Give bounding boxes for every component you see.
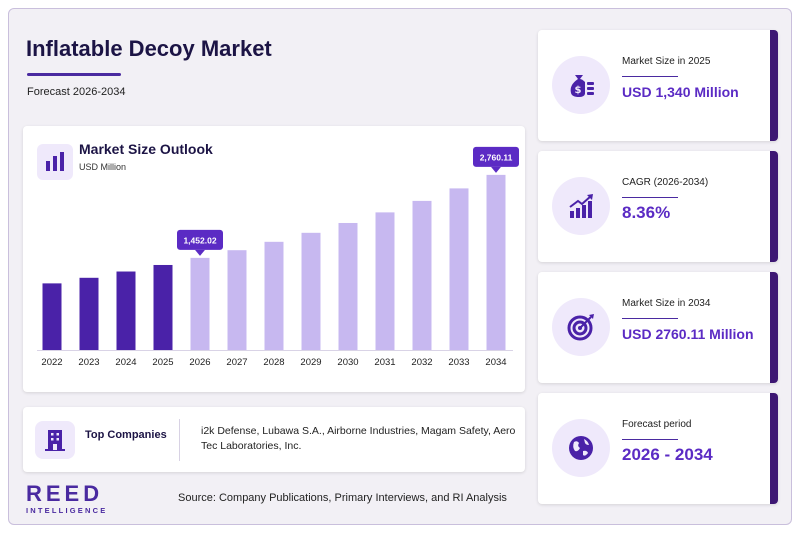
bar-chart-icon <box>37 144 73 180</box>
svg-text:2,760.11: 2,760.11 <box>480 152 513 162</box>
stat-underline <box>622 76 678 77</box>
top-companies-label: Top Companies <box>85 429 167 441</box>
bar-2031 <box>375 212 395 350</box>
chart-title: Market Size Outlook <box>79 141 213 157</box>
stat-card-forecast-period: Forecast period 2026 - 2034 <box>538 393 778 504</box>
bar-2023 <box>79 277 99 350</box>
title-underline <box>27 73 121 76</box>
bar-2029 <box>301 232 321 350</box>
page-title: Inflatable Decoy Market <box>26 36 272 61</box>
bar-2033 <box>449 188 469 350</box>
x-tick-label-2027: 2027 <box>226 357 247 368</box>
logo-sub: INTELLIGENCE <box>26 506 108 515</box>
x-tick-label-2025: 2025 <box>152 357 173 368</box>
x-tick-label-2024: 2024 <box>115 357 136 368</box>
bar-2022 <box>42 283 62 350</box>
x-tick-label-2029: 2029 <box>300 357 321 368</box>
data-label-2026: 1,452.02 <box>177 229 223 256</box>
bar-2027 <box>227 250 247 350</box>
x-tick-label-2031: 2031 <box>374 357 395 368</box>
x-tick-label-2033: 2033 <box>448 357 469 368</box>
bar-2024 <box>116 271 136 350</box>
chart-unit: USD Million <box>79 162 127 172</box>
x-tick-label-2032: 2032 <box>411 357 432 368</box>
stat-value: 8.36% <box>622 203 671 222</box>
page-subtitle: Forecast 2026-2034 <box>27 86 126 98</box>
stat-underline <box>622 318 678 319</box>
target-icon <box>552 298 610 356</box>
globe-icon <box>552 419 610 477</box>
stat-underline <box>622 439 678 440</box>
stat-card-market-size-2025: $ Market Size in 2025 USD 1,340 Million <box>538 30 778 141</box>
bar-chart: 2022 2023 2024 2025 2026 2027 2028 2029 2030 2031… <box>37 146 519 368</box>
bar-2028 <box>264 241 284 350</box>
stat-value: USD 2760.11 Million <box>622 326 754 342</box>
top-companies-list: i2k Defense, Lubawa S.A., Airborne Indus… <box>201 425 516 452</box>
stat-card-cagr: CAGR (2026-2034) 8.36% <box>538 151 778 262</box>
source-note: Source: Company Publications, Primary In… <box>178 492 507 504</box>
svg-text:1,452.02: 1,452.02 <box>183 235 216 245</box>
divider <box>179 419 180 461</box>
x-tick-label-2023: 2023 <box>78 357 99 368</box>
stat-value: USD 1,340 Million <box>622 84 739 100</box>
growth-chart-icon <box>552 177 610 235</box>
bar-2026 <box>190 257 210 350</box>
bar-2025 <box>153 264 173 350</box>
x-tick-label-2022: 2022 <box>41 357 62 368</box>
stat-card-market-size-2034: Market Size in 2034 USD 2760.11 Million <box>538 272 778 383</box>
stat-label: Market Size in 2025 <box>622 56 711 67</box>
x-tick-label-2030: 2030 <box>337 357 358 368</box>
logo-main: REED <box>26 481 104 506</box>
stat-label: Market Size in 2034 <box>622 298 711 309</box>
stat-label: CAGR (2026-2034) <box>622 177 709 188</box>
bar-2030 <box>338 222 358 350</box>
stat-underline <box>622 197 678 198</box>
stat-label: Forecast period <box>622 419 692 430</box>
bar-2034 <box>486 174 506 350</box>
money-bag-icon: $ <box>552 56 610 114</box>
bar-2032 <box>412 200 432 350</box>
stat-value: 2026 - 2034 <box>622 445 713 464</box>
data-label-2034: 2,760.11 <box>473 146 519 173</box>
chart-card: Market Size Outlook USD Million 2022 2023… <box>23 126 525 392</box>
building-icon <box>35 421 75 459</box>
svg-text:$: $ <box>575 85 582 96</box>
top-companies-card: Top Companies i2k Defense, Lubawa S.A., … <box>23 407 525 472</box>
x-tick-label-2026: 2026 <box>189 357 210 368</box>
x-tick-label-2034: 2034 <box>485 357 506 368</box>
reed-intelligence-logo: REED INTELLIGENCE <box>26 481 108 516</box>
x-tick-label-2028: 2028 <box>263 357 284 368</box>
